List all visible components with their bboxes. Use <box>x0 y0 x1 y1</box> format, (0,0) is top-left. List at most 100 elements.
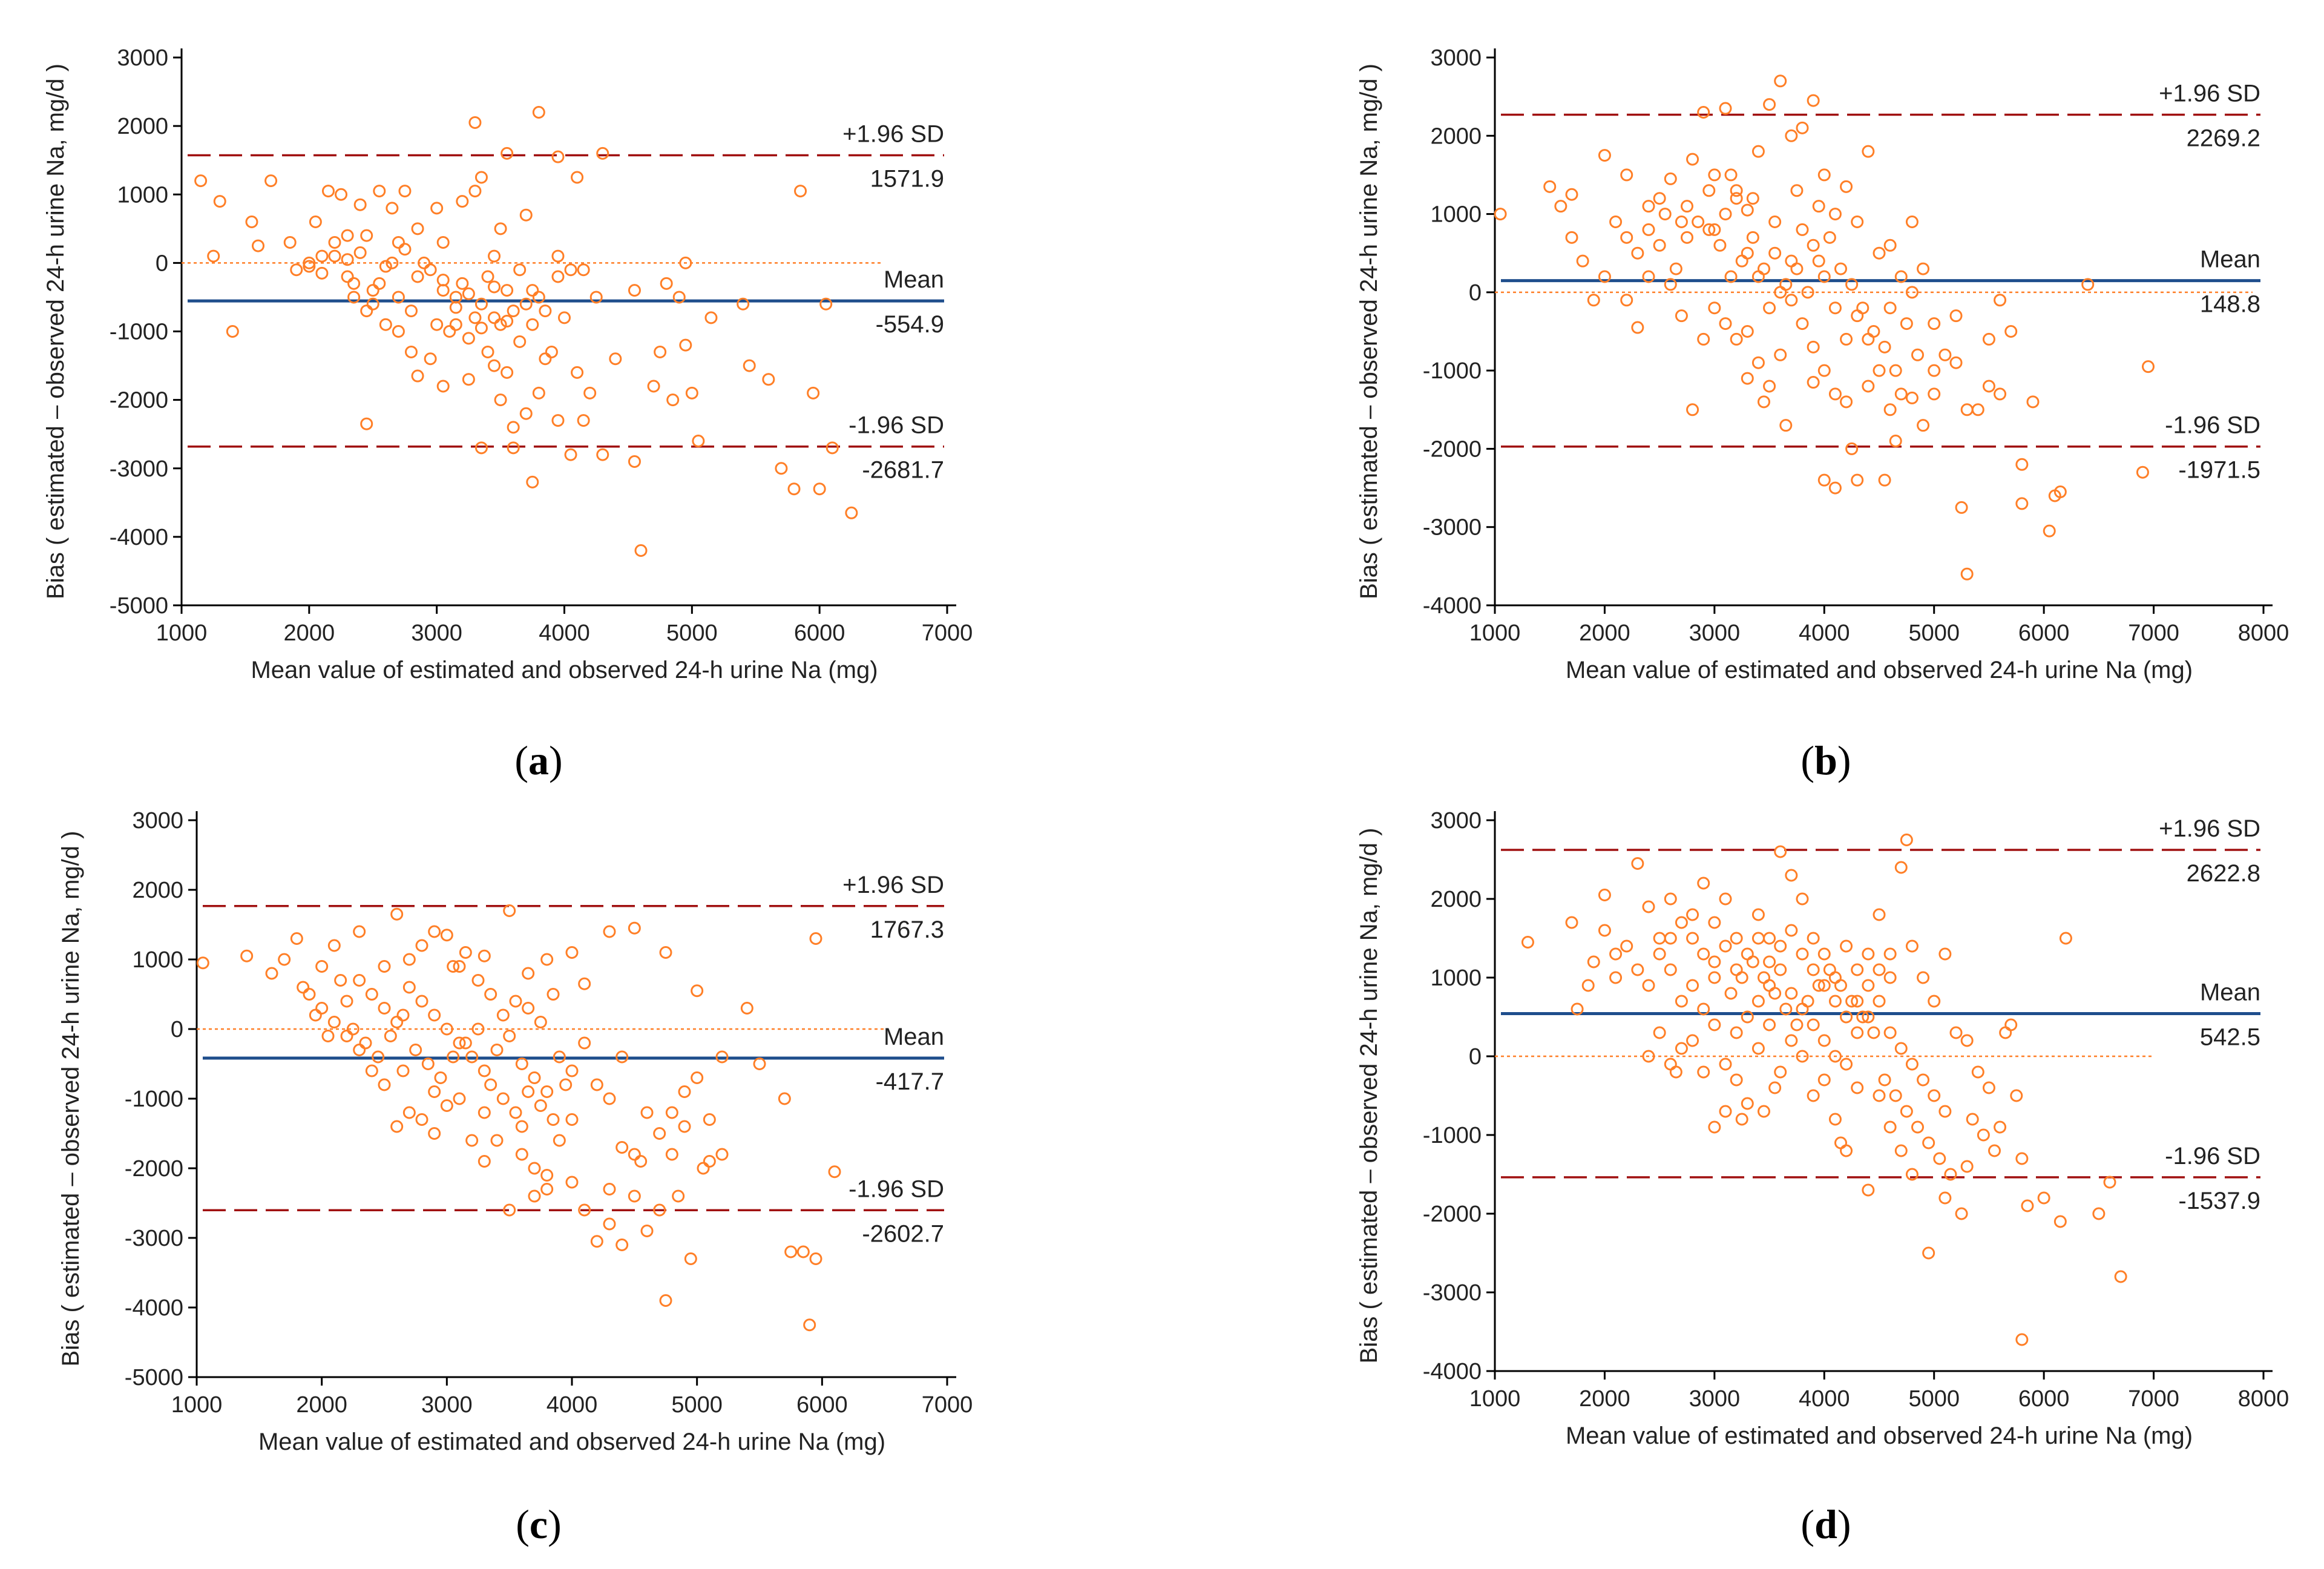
data-point-d <box>1917 971 1930 984</box>
data-point-a <box>787 482 801 496</box>
data-point-d <box>1642 900 1655 913</box>
data-point-b <box>1817 473 1831 487</box>
data-point-d <box>1686 932 1699 945</box>
data-point-d <box>1851 1081 1864 1094</box>
data-point-b <box>1763 380 1776 393</box>
data-point-b <box>1675 309 1688 323</box>
data-point-b <box>1697 106 1710 119</box>
y-tick-label-d: -3000 <box>1423 1280 1482 1306</box>
data-point-d <box>1807 963 1820 976</box>
data-point-a <box>411 222 424 235</box>
data-point-d <box>1631 963 1644 976</box>
data-point-c <box>428 925 441 938</box>
data-point-c <box>365 988 378 1001</box>
data-point-d <box>1790 1018 1804 1031</box>
data-point-c <box>803 1318 816 1332</box>
x-axis-title-c: Mean value of estimated and observed 24-… <box>258 1429 885 1455</box>
data-point-c <box>634 1155 648 1168</box>
data-point-d <box>1873 1089 1886 1102</box>
data-point-a <box>347 291 361 304</box>
y-tick-label-c: -2000 <box>125 1156 183 1182</box>
data-point-b <box>2026 395 2040 409</box>
data-point-d <box>1708 955 1721 969</box>
data-point-c <box>578 977 591 990</box>
data-point-c <box>447 960 460 973</box>
data-point-c <box>353 974 366 987</box>
data-point-d <box>1960 1034 1974 1047</box>
data-point-c <box>478 1106 491 1119</box>
data-point-c <box>509 995 522 1008</box>
data-point-b <box>1751 145 1765 158</box>
y-tick-label-d: 1000 <box>1430 965 1482 991</box>
data-point-c <box>684 1252 697 1265</box>
data-point-d <box>1653 947 1666 961</box>
data-point-a <box>392 325 405 338</box>
data-point-d <box>1708 971 1721 984</box>
data-point-c <box>490 1044 504 1056</box>
data-point-a <box>290 263 303 277</box>
data-point-b <box>1741 325 1754 338</box>
data-point-d <box>1763 1018 1776 1031</box>
data-point-b <box>1828 481 1842 495</box>
data-point-b <box>1955 501 1968 514</box>
data-point-c <box>365 1064 378 1077</box>
data-point-c <box>522 1002 535 1015</box>
data-point-c <box>553 1134 566 1147</box>
data-point-c <box>509 1106 522 1119</box>
x-axis-title-d: Mean value of estimated and observed 24-… <box>1566 1423 2193 1449</box>
data-point-b <box>1713 238 1727 252</box>
data-point-a <box>743 359 756 372</box>
y-tick-label-c: -4000 <box>125 1295 183 1321</box>
data-point-c <box>459 946 472 959</box>
data-point-d <box>1817 1073 1831 1087</box>
data-point-c <box>465 1134 479 1147</box>
data-point-d <box>1845 995 1859 1008</box>
data-point-a <box>551 249 565 263</box>
data-point-c <box>703 1155 716 1168</box>
y-tick-label-b: -2000 <box>1423 436 1482 462</box>
y-tick-label-a: -5000 <box>110 593 168 619</box>
data-point-b <box>1642 200 1655 213</box>
data-point-a <box>341 253 354 266</box>
data-point-d <box>1735 1113 1748 1126</box>
data-point-c <box>327 1016 341 1028</box>
x-tick-label-b: 3000 <box>1689 620 1741 646</box>
data-point-d <box>1669 1065 1682 1079</box>
data-point-a <box>245 215 258 228</box>
data-point-b <box>1960 567 1974 581</box>
data-point-d <box>1867 1026 1880 1039</box>
data-point-b <box>2136 465 2149 479</box>
data-point-d <box>1840 939 1853 953</box>
x-tick-label-a: 3000 <box>411 620 462 646</box>
data-point-b <box>1796 223 1809 236</box>
data-point-d <box>1730 963 1743 976</box>
data-point-a <box>481 345 494 358</box>
data-point-b <box>1807 94 1820 107</box>
data-point-c <box>340 995 353 1008</box>
lower-sd-label-c: -1.96 SD <box>849 1176 944 1202</box>
data-point-c <box>428 1085 441 1098</box>
data-point-d <box>1828 1113 1842 1126</box>
data-point-a <box>411 270 424 283</box>
data-point-d <box>1741 1097 1754 1110</box>
data-point-d <box>1785 1034 1798 1047</box>
data-point-d <box>1933 1152 1946 1165</box>
data-point-d <box>1675 916 1688 929</box>
data-point-a <box>360 304 373 318</box>
y-tick-label-b: -1000 <box>1423 358 1482 384</box>
data-point-b <box>1828 301 1842 315</box>
data-point-c <box>565 1064 579 1077</box>
data-point-d <box>1609 947 1623 961</box>
data-point-c <box>578 1036 591 1050</box>
data-point-c <box>471 1022 485 1036</box>
y-tick-label-a: 3000 <box>117 45 168 71</box>
data-point-b <box>1889 364 1902 377</box>
data-point-d <box>1521 936 1534 949</box>
data-point-b <box>1751 270 1765 283</box>
data-point-a <box>494 222 507 235</box>
data-point-b <box>1708 168 1721 182</box>
data-point-a <box>386 256 399 269</box>
data-point-d <box>1785 924 1798 937</box>
data-point-c <box>515 1120 528 1133</box>
data-point-b <box>1774 348 1787 361</box>
